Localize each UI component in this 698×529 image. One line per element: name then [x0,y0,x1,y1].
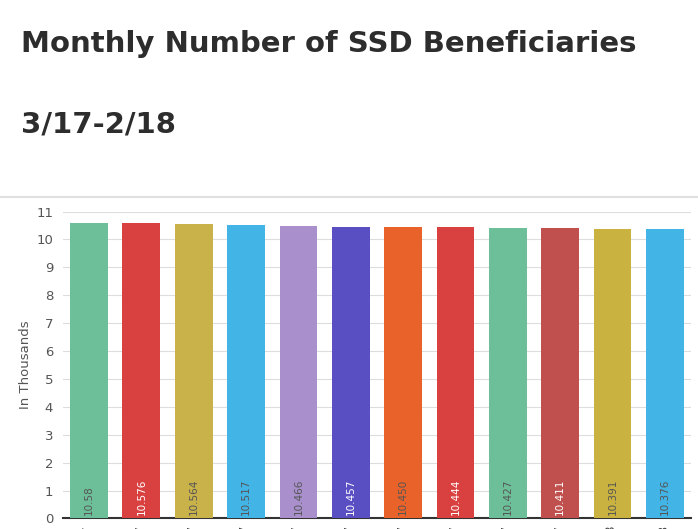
Bar [227,225,265,518]
Text: 10.411: 10.411 [555,479,565,515]
Text: 10.376: 10.376 [660,479,670,515]
Bar [542,228,579,518]
Text: 10.576: 10.576 [136,479,147,515]
Bar [123,223,160,518]
Bar [332,227,370,518]
Text: 3/17-2/18: 3/17-2/18 [21,111,176,139]
Bar [436,227,474,518]
Text: 10.466: 10.466 [293,479,304,515]
Bar [593,229,631,518]
Text: Monthly Number of SSD Beneficiaries: Monthly Number of SSD Beneficiaries [21,30,637,58]
Bar [70,223,107,518]
Text: 10.457: 10.457 [346,479,356,515]
Bar [174,224,212,518]
Text: 10.444: 10.444 [450,479,461,515]
Text: 10.427: 10.427 [503,479,513,515]
Bar [279,226,317,518]
Text: 10.58: 10.58 [84,485,94,515]
Text: 10.564: 10.564 [188,479,199,515]
Bar [489,227,526,518]
Bar [646,229,684,518]
Text: 10.517: 10.517 [241,479,251,515]
Y-axis label: In Thousands: In Thousands [19,321,32,409]
Bar [384,227,422,518]
Text: 10.450: 10.450 [398,479,408,515]
Text: 10.391: 10.391 [607,479,618,515]
